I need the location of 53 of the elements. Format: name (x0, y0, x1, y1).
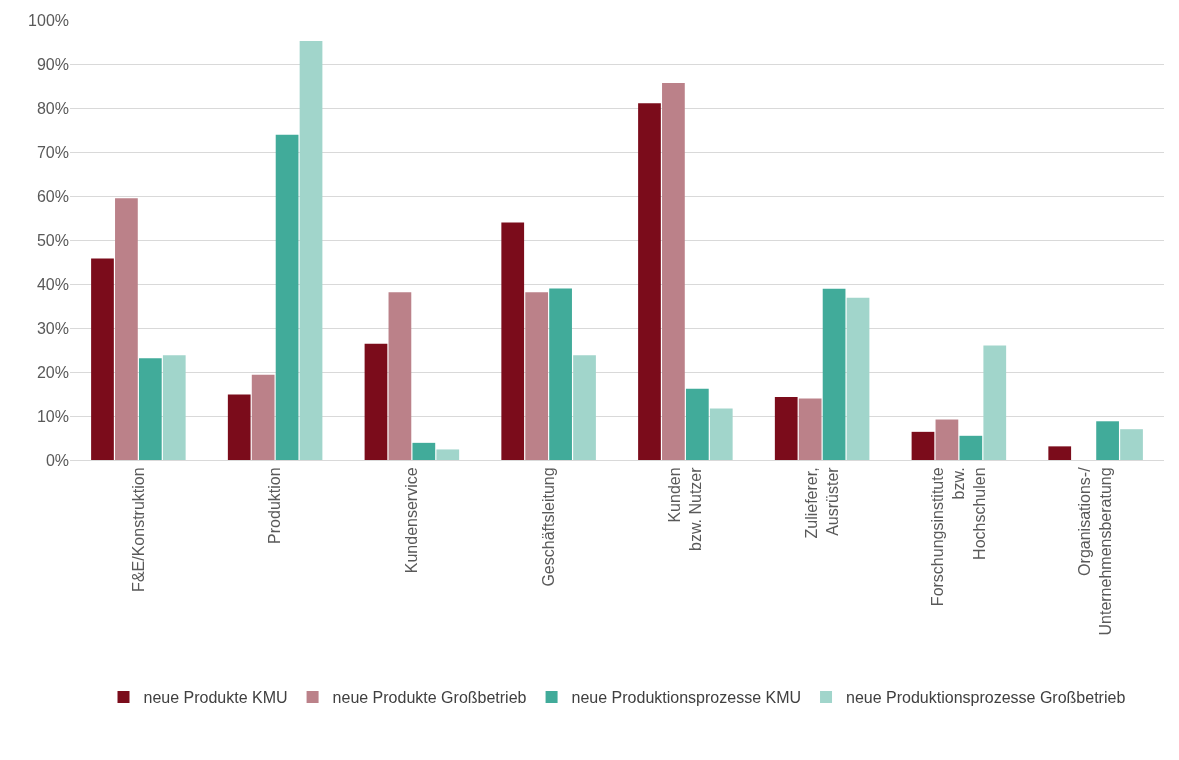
x-tick-label: Kunden bzw. Nutzer (666, 466, 704, 551)
legend-label: neue Produktionsprozesse Großbetrieb (846, 689, 1126, 707)
y-tick-label: 10% (36, 407, 69, 425)
x-tick-label: Geschäftsleitung (539, 467, 557, 587)
bar (911, 431, 935, 460)
bar (412, 442, 436, 460)
legend-label: neue Produkte Großbetrieb (332, 689, 527, 707)
bar (91, 258, 114, 460)
bar (525, 292, 549, 460)
bar (275, 134, 299, 460)
bar (364, 343, 388, 460)
bar (251, 374, 275, 460)
bar (959, 435, 983, 460)
bar (638, 103, 661, 460)
bar (983, 345, 1007, 460)
y-tick-label: 60% (36, 187, 69, 205)
y-tick-label: 100% (28, 11, 69, 29)
bar (935, 419, 959, 460)
bar (162, 355, 186, 460)
bar (798, 398, 822, 460)
bar (299, 41, 323, 460)
x-tick-label: Kundenservice (403, 467, 421, 574)
bar (573, 355, 596, 460)
bar (822, 288, 846, 460)
x-tick-label: F&E/Konstruktion (129, 467, 147, 592)
x-tick-label: Zulieferer, Ausrüster (802, 466, 841, 539)
x-tick-label: Forschungsinstitute bzw. Hochschulen (929, 467, 988, 607)
bar (685, 388, 709, 460)
bar (501, 222, 525, 460)
bar (549, 288, 572, 460)
bar (1048, 446, 1072, 460)
bar (662, 82, 685, 460)
bar (774, 397, 798, 460)
y-tick-label: 0% (45, 451, 69, 469)
y-tick-label: 70% (36, 143, 69, 161)
x-tick-label: Produktion (266, 467, 284, 544)
y-tick-label: 90% (36, 55, 69, 73)
bar (138, 358, 162, 460)
bar (709, 408, 733, 460)
bar (388, 292, 412, 460)
bar (436, 449, 460, 460)
bar (1120, 429, 1143, 460)
y-tick-label: 30% (36, 319, 69, 337)
y-tick-label: 80% (36, 99, 69, 117)
legend-label: neue Produktionsprozesse KMU (571, 689, 802, 707)
y-tick-label: 40% (36, 275, 69, 293)
legend-label: neue Produkte KMU (143, 689, 288, 707)
bar (1096, 421, 1119, 460)
y-tick-label: 20% (36, 363, 69, 381)
bar (227, 394, 251, 460)
bar (846, 297, 870, 460)
y-tick-label: 50% (36, 231, 69, 249)
bar (115, 198, 138, 460)
